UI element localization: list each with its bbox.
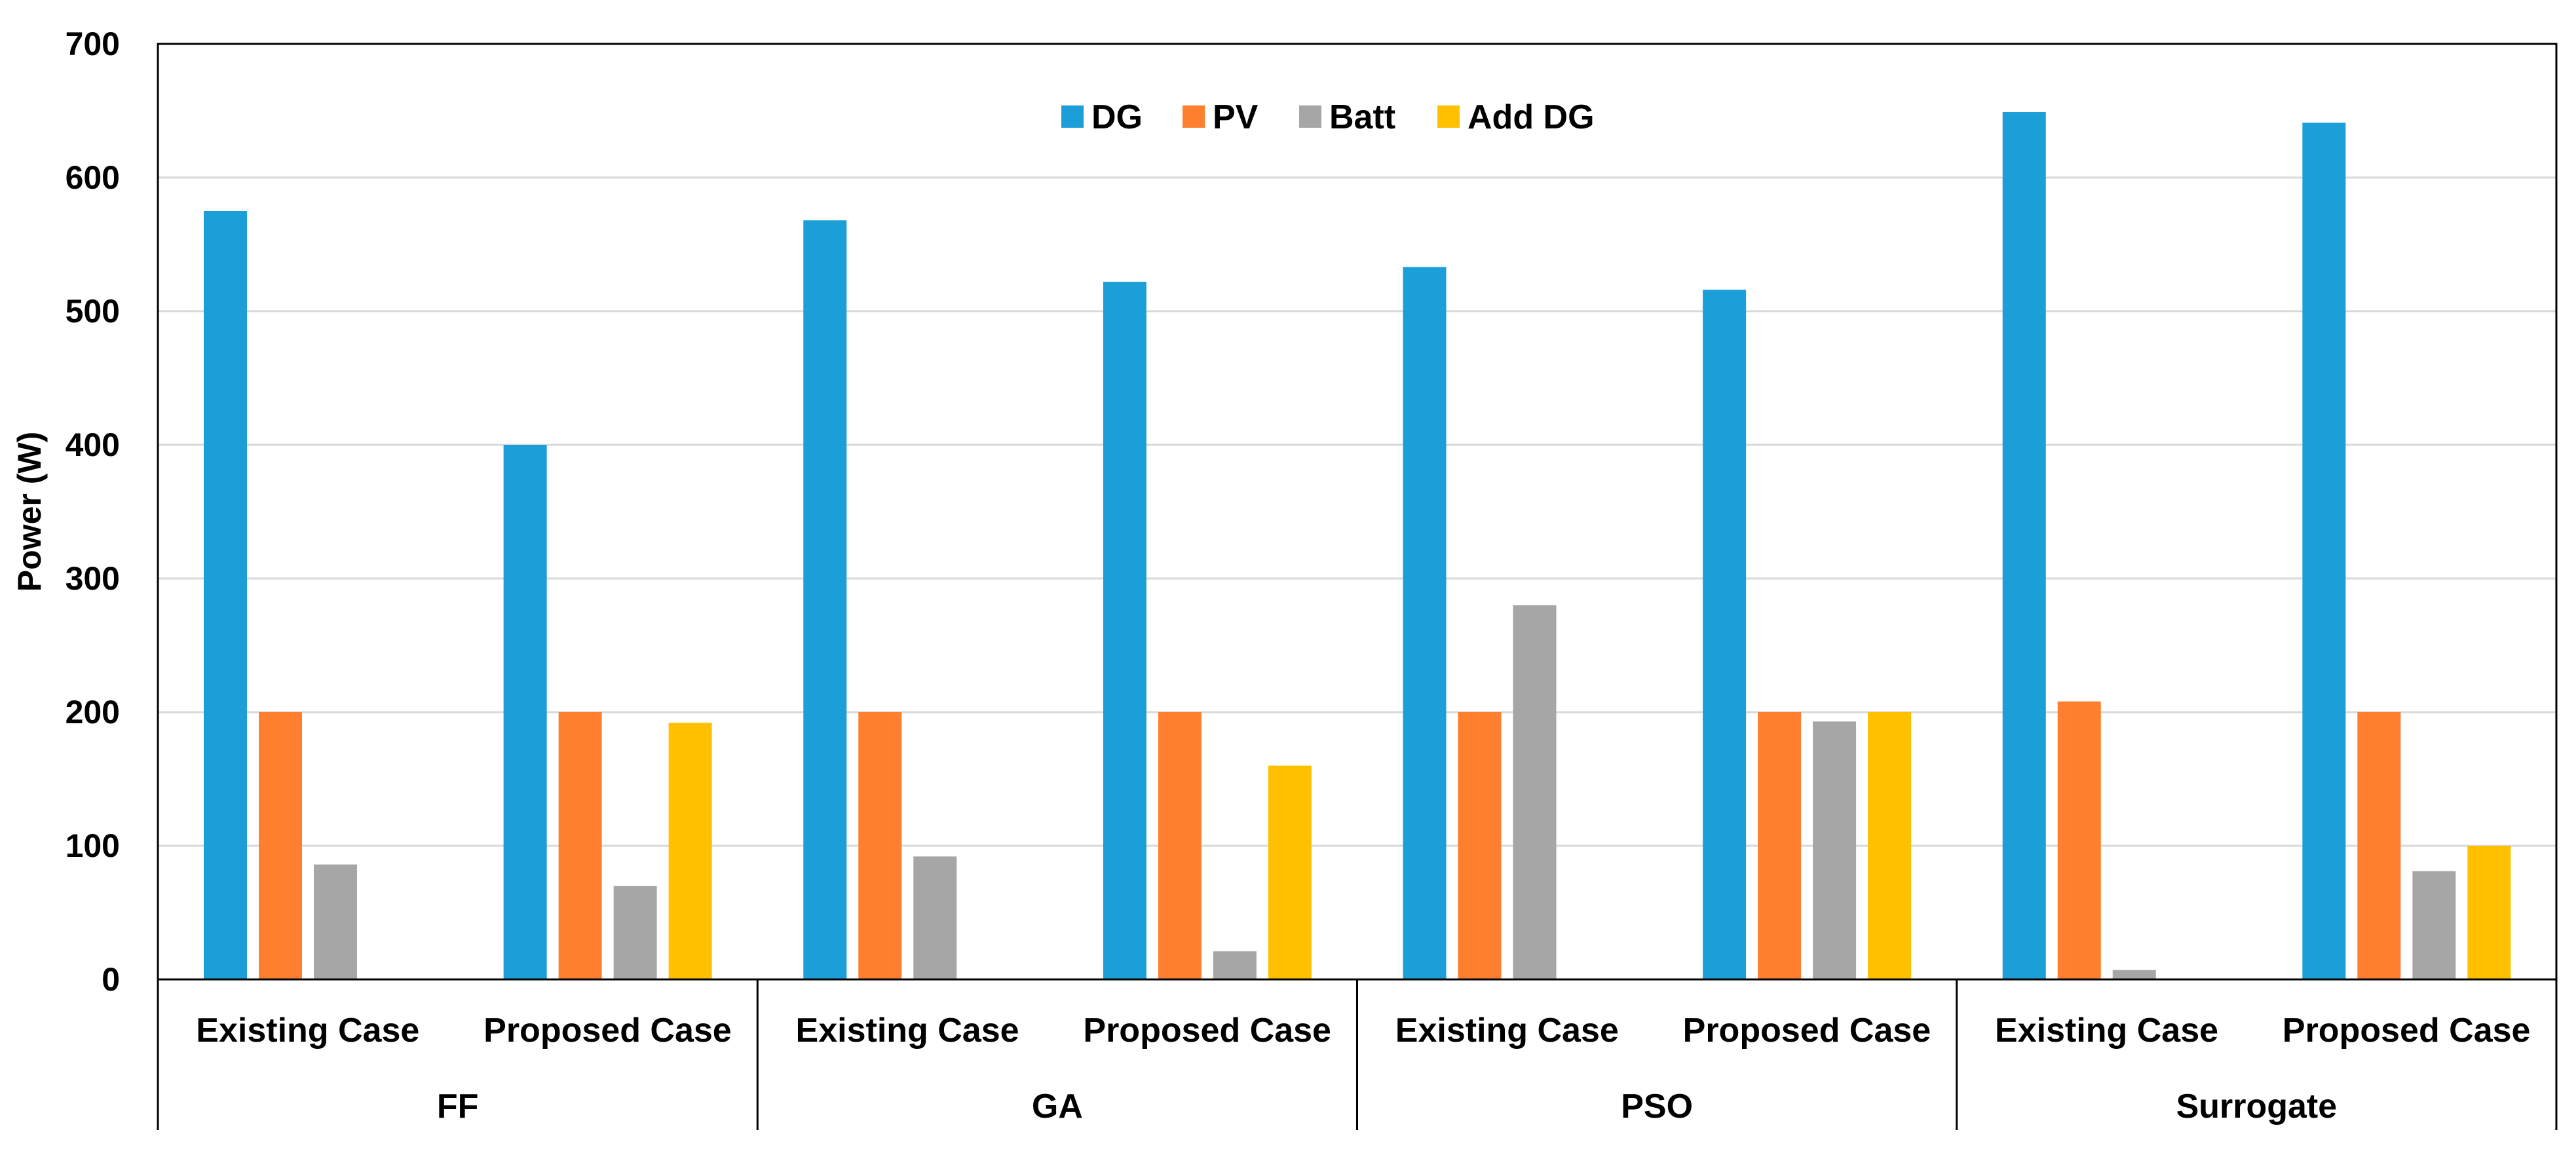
legend-label: PV (1213, 98, 1259, 136)
x-tick-label: Proposed Case (1083, 1012, 1331, 1050)
bar-dg-4 (1103, 282, 1146, 979)
legend-label: Add DG (1468, 98, 1595, 136)
y-tick-label: 200 (66, 694, 120, 730)
bar-batt-2 (613, 886, 657, 979)
group-label: FF (437, 1088, 479, 1126)
y-tick-label: 600 (66, 159, 120, 196)
bar-add-dg-6 (1868, 712, 1912, 979)
legend-swatch-dg (1061, 105, 1084, 128)
bar-batt-4 (1213, 951, 1257, 979)
group-label: GA (1032, 1088, 1083, 1126)
x-tick-label: Proposed Case (483, 1012, 732, 1050)
bar-add-dg-2 (668, 723, 712, 979)
y-axis-title: Power (W) (11, 432, 48, 592)
y-tick-label: 500 (66, 293, 120, 330)
x-tick-label: Proposed Case (1683, 1012, 1931, 1050)
x-tick-label: Existing Case (796, 1012, 1019, 1050)
bar-dg-5 (1403, 267, 1447, 980)
y-tick-label: 700 (66, 26, 120, 62)
gridlines (157, 43, 2558, 979)
y-tick-label: 300 (66, 560, 120, 597)
bar-batt-6 (1813, 721, 1857, 979)
bar-dg-6 (1703, 290, 1747, 979)
bar-batt-3 (913, 856, 957, 979)
bar-pv-5 (1458, 712, 1502, 979)
bar-add-dg-4 (1268, 765, 1312, 979)
bar-pv-7 (2057, 701, 2101, 979)
x-tick-label: Existing Case (1395, 1012, 1619, 1050)
bar-batt-7 (2112, 970, 2156, 979)
bar-batt-8 (2412, 871, 2456, 979)
bar-dg-3 (803, 220, 847, 979)
legend-swatch-batt (1299, 105, 1321, 128)
y-axis-ticks: 0 100 200 300 400 500 600 700 (66, 26, 120, 998)
y-tick-label: 400 (66, 426, 120, 463)
legend-swatch-add-dg (1437, 105, 1460, 128)
bar-pv-4 (1158, 712, 1202, 979)
y-tick-label: 0 (102, 961, 120, 998)
x-tick-label: Existing Case (1995, 1012, 2218, 1050)
bars (204, 112, 2511, 980)
bar-pv-3 (858, 712, 902, 979)
group-label: PSO (1621, 1088, 1693, 1126)
group-label: Surrogate (2176, 1088, 2338, 1126)
bar-dg-2 (503, 445, 547, 979)
bar-pv-8 (2357, 712, 2401, 979)
bar-dg-7 (2002, 112, 2046, 979)
bar-batt-5 (1513, 605, 1557, 979)
x-tick-label: Existing Case (196, 1012, 419, 1050)
bar-dg-8 (2302, 123, 2346, 980)
legend: DG PV Batt Add DG (1061, 98, 1595, 136)
legend-label: DG (1091, 98, 1143, 136)
bar-pv-2 (558, 712, 602, 979)
bar-pv-1 (259, 712, 302, 979)
plot-frame (157, 43, 2558, 979)
bar-add-dg-8 (2467, 846, 2511, 979)
bar-dg-1 (204, 211, 247, 979)
legend-swatch-pv (1183, 105, 1205, 128)
x-tick-label: Proposed Case (2282, 1012, 2531, 1050)
y-tick-label: 100 (66, 827, 120, 864)
bar-pv-6 (1758, 712, 1802, 979)
x-axis: Existing Case Proposed Case Existing Case P… (157, 978, 2558, 1130)
legend-label: Batt (1329, 98, 1395, 136)
bar-batt-1 (314, 864, 357, 979)
